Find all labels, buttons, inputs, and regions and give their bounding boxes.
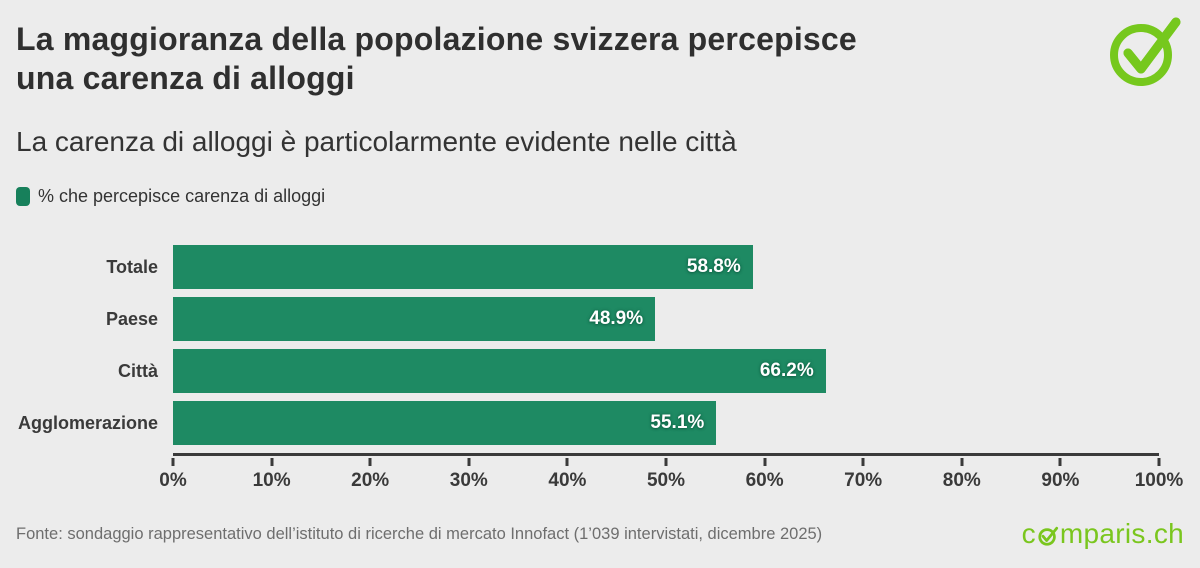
bar-paese: 48.9% — [173, 297, 656, 341]
logo-text-prefix: c — [1021, 518, 1036, 549]
legend-marker-icon — [16, 187, 30, 206]
category-label: Paese — [105, 308, 158, 329]
axis-tick-label: 0% — [159, 470, 187, 491]
bar-track: 55.1% — [173, 401, 1159, 445]
axis-tick — [664, 458, 668, 466]
axis-tick-label: 80% — [942, 470, 981, 491]
axis-tick-label: 20% — [351, 470, 390, 491]
x-axis: 0% 10% 20% 30% 40% 50% 60% 70% 80% 90% 1… — [159, 453, 1183, 495]
bar-value-label: 48.9% — [589, 308, 644, 329]
bar-value-label: 58.8% — [686, 256, 741, 277]
axis-tick — [565, 458, 569, 466]
axis-tick-label: 90% — [1041, 470, 1080, 491]
axis-tick — [368, 458, 372, 466]
axis-tick-label: 100% — [1134, 470, 1184, 491]
bar-row-paese: Paese 48.9% — [16, 297, 1159, 341]
bar-track: 58.8% — [173, 245, 1159, 289]
logo-text-suffix: mparis.ch — [1059, 518, 1184, 549]
axis-tick-label: 40% — [548, 470, 587, 491]
bar-totale: 58.8% — [173, 245, 753, 289]
comparis-logo: c mparis.ch — [1022, 518, 1184, 550]
axis-tick — [763, 458, 767, 466]
title-line-2: una carenza di alloggi — [16, 60, 355, 96]
axis-tick — [1058, 458, 1062, 466]
axis-tick — [960, 458, 964, 466]
comparis-check-icon — [1110, 17, 1181, 86]
bar-track: 66.2% — [173, 349, 1159, 393]
axis-tick — [1157, 458, 1161, 466]
bar-row-citta: Città 66.2% — [16, 349, 1159, 393]
axis-tick — [467, 458, 471, 466]
axis-tick — [171, 458, 175, 466]
axis-tick-label: 60% — [745, 470, 784, 491]
page-title: La maggioranza della popolazione svizzer… — [16, 20, 857, 98]
bar-citta: 66.2% — [173, 349, 826, 393]
footer: Fonte: sondaggio rappresentativo dell’is… — [16, 518, 1184, 550]
title-line-1: La maggioranza della popolazione svizzer… — [16, 21, 857, 57]
bar-row-totale: Totale 58.8% — [16, 245, 1159, 289]
axis-tick — [270, 458, 274, 466]
chart-legend: % che percepisce carenza di alloggi — [16, 186, 325, 207]
bar-value-label: 55.1% — [650, 412, 705, 433]
comparis-logo-o-check-icon — [1038, 526, 1059, 546]
axis-tick-label: 50% — [646, 470, 686, 491]
bar-value-label: 66.2% — [759, 360, 814, 381]
axis-tick — [861, 458, 865, 466]
axis-tick-label: 10% — [252, 470, 291, 491]
bar-chart: Totale 58.8% Paese 48.9% Città 66.2% — [16, 245, 1183, 495]
legend-label: % che percepisce carenza di alloggi — [38, 186, 326, 206]
category-label: Totale — [106, 256, 158, 277]
axis-tick-label: 70% — [844, 470, 883, 491]
page-subtitle: La carenza di alloggi è particolarmente … — [16, 126, 737, 157]
category-label: Agglomerazione — [17, 412, 158, 433]
category-label: Città — [118, 360, 158, 381]
axis-tick-label: 30% — [449, 470, 488, 491]
bar-track: 48.9% — [173, 297, 1159, 341]
source-note: Fonte: sondaggio rappresentativo dell’is… — [16, 524, 823, 543]
bar-row-agglomerazione: Agglomerazione 55.1% — [16, 401, 1159, 445]
bar-agglomerazione: 55.1% — [173, 401, 717, 445]
